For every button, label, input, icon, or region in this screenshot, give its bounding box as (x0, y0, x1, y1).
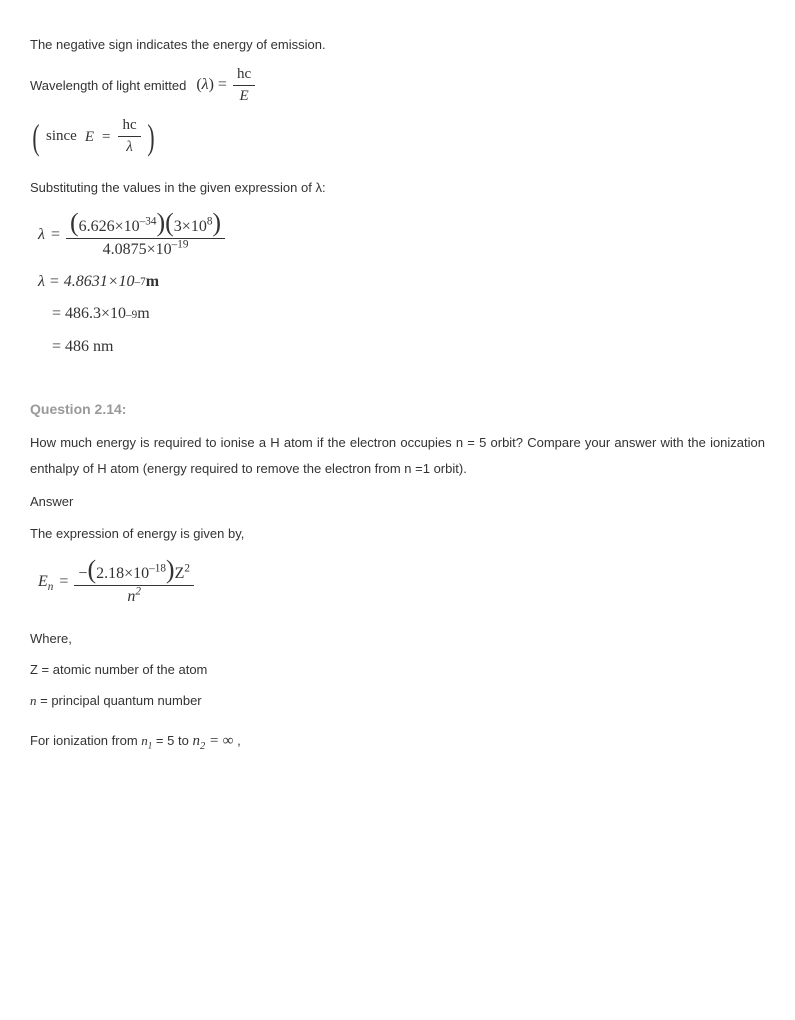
e-var: E (85, 129, 94, 145)
emission-note: The negative sign indicates the energy o… (30, 33, 765, 56)
en-var: E (38, 573, 48, 590)
energy-denominator: n2 (74, 586, 194, 608)
right-paren: ) (147, 119, 154, 155)
equals-3: = (51, 221, 60, 250)
result2-unit: m (137, 300, 149, 329)
energy-exp: –19 (172, 239, 189, 251)
left-paren: ( (32, 119, 39, 155)
calculation-block: λ = (6.626×10–34)(3×108) 4.0875×10–19 λ … (38, 210, 765, 362)
ionization-pre: For ionization from (30, 733, 141, 748)
result-line-1: λ = 4.8631×10–7 m (38, 268, 765, 297)
equals: = (218, 76, 227, 93)
n2-var: n (192, 733, 200, 749)
result1-unit: m (146, 268, 159, 297)
planck-exp: –34 (140, 215, 157, 227)
where-label: Where, (30, 627, 765, 650)
equals-4: = (59, 568, 68, 597)
energy-expression: En = −(2.18×10–18)Z2 n2 (38, 557, 765, 609)
n-def-text: = principal quantum number (37, 693, 202, 708)
n-squared: 2 (135, 586, 141, 598)
hc-num-2: hc (118, 115, 140, 137)
result-line-2: = 486.3×10–9 m (52, 300, 765, 329)
expression-intro: The expression of energy is given by, (30, 522, 765, 545)
e-denominator: E (233, 86, 255, 107)
lambda-lhs: λ (38, 221, 45, 250)
planck-constant: 6.626×10 (79, 218, 140, 235)
result1-text: λ = 4.8631×10 (38, 273, 135, 290)
result-line-3: = 486 nm (52, 333, 765, 362)
hc-numerator: hc (233, 64, 255, 86)
speed-light: 3×10 (174, 218, 207, 235)
calc-denominator: 4.0875×10–19 (66, 239, 225, 261)
since-label: since (46, 129, 77, 145)
energy-numerator: −(2.18×10–18)Z2 (74, 557, 194, 586)
equals-2: = (102, 129, 110, 145)
wavelength-label: Wavelength of light emitted (30, 74, 186, 97)
lambda-den: λ (118, 137, 140, 158)
coeff-val: 2.18×10 (96, 565, 149, 582)
wavelength-definition: Wavelength of light emitted (λ) = hc E (30, 64, 765, 107)
answer-label: Answer (30, 490, 765, 513)
z-definition: Z = atomic number of the atom (30, 658, 765, 681)
n1-val: = 5 to (152, 733, 192, 748)
lambda-var: λ (202, 76, 209, 93)
result2-text: = 486.3×10 (52, 300, 126, 329)
question-title: Question 2.14: (30, 397, 765, 422)
calc-numerator: (6.626×10–34)(3×108) (66, 210, 225, 239)
coeff-exp: –18 (149, 563, 166, 575)
energy-val: 4.0875×10 (103, 241, 172, 258)
n-definition: n = principal quantum number (30, 689, 765, 712)
result3-text: = 486 nm (52, 333, 113, 362)
substituting-text: Substituting the values in the given exp… (30, 176, 765, 199)
trailing-comma: , (237, 733, 241, 748)
ionization-range: For ionization from n1 = 5 to n2 = ∞ , (30, 728, 765, 755)
z-var: Z (175, 565, 185, 582)
en-sub: n (48, 582, 54, 594)
since-expression: ( since E = hc λ ) (30, 115, 765, 158)
z-squared: 2 (184, 563, 190, 575)
n2-val: = ∞ (205, 733, 233, 749)
question-body: How much energy is required to ionise a … (30, 430, 765, 482)
